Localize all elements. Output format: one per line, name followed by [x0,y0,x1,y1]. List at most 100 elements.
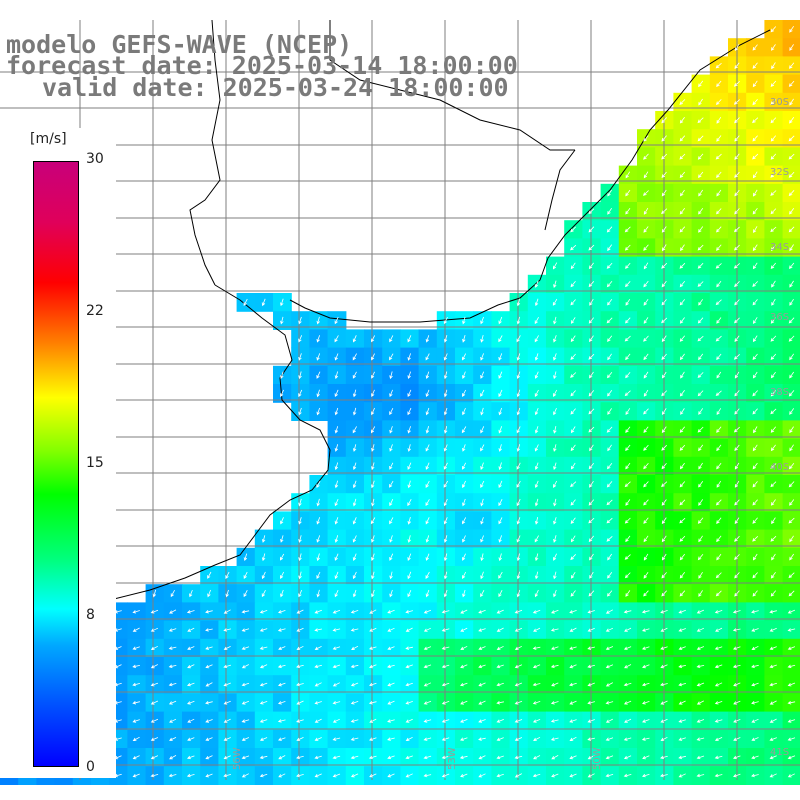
wind-cell [764,365,784,385]
wind-arrow [696,664,705,669]
wind-arrow [678,700,686,705]
wind-arrow [770,335,777,342]
wind-arrow [462,462,467,470]
wind-arrow [407,462,412,470]
wind-arrow [296,700,304,705]
wind-arrow [660,682,668,687]
coastline-segment [329,20,575,151]
wind-cell [637,274,656,294]
wind-cell [764,347,784,367]
wind-cell [673,183,693,203]
wind-arrow [480,553,484,562]
wind-arrow [514,773,522,778]
lon-label: 50W [592,747,603,770]
wind-arrow [150,645,158,650]
wind-arrow [625,317,631,324]
wind-arrow [425,335,430,343]
wind-arrow [734,444,740,452]
wind-arrow [714,773,723,778]
wind-cell [746,511,765,531]
wind-arrow [714,719,723,723]
wind-arrow [371,426,376,434]
wind-arrow [789,426,794,434]
wind-cell [618,456,638,476]
wind-arrow [316,316,320,325]
wind-cell [691,256,711,276]
wind-cell [709,475,729,494]
wind-arrow [679,481,686,488]
wind-arrow [660,736,668,741]
wind-cell [637,566,656,585]
wind-cell [691,202,711,221]
wind-arrow [716,517,722,524]
wind-arrow [298,535,302,543]
wind-arrow [261,571,266,580]
wind-arrow [516,335,521,343]
wind-arrow [787,773,795,778]
wind-arrow [588,390,595,397]
wind-cell [345,638,365,658]
wind-arrow [332,718,340,723]
wind-arrow [278,755,286,760]
wind-arrow [516,517,521,525]
wind-cell [600,347,620,367]
wind-arrow [259,719,268,723]
wind-arrow [553,553,557,561]
wind-arrow [624,390,631,397]
wind-cell [527,529,547,549]
coastline [0,19,771,621]
wind-cell [546,384,565,403]
wind-arrow [606,262,613,269]
wind-cell [400,620,420,640]
wind-arrow [350,773,359,778]
wind-cell [709,147,729,167]
wind-cell [236,584,256,603]
legend-tick-30: 30 [86,151,104,167]
wind-arrow [371,353,375,361]
wind-cell [637,365,656,385]
wind-arrow [606,590,613,597]
wind-arrow [769,700,777,705]
wind-arrow [678,646,686,650]
wind-arrow [498,590,503,598]
wind-arrow [443,371,448,380]
wind-arrow [623,682,632,687]
wind-cell [673,220,693,239]
wind-arrow [480,571,484,580]
wind-arrow [587,755,595,760]
wind-arrow [261,535,266,543]
wind-cell [764,384,784,403]
wind-arrow [733,773,741,778]
wind-arrow [678,737,686,741]
wind-arrow [150,773,159,778]
wind-arrow [532,664,541,669]
wind-cell [709,456,729,476]
wind-arrow [387,609,395,614]
wind-arrow [588,226,595,233]
wind-arrow [697,372,704,379]
wind-arrow [733,81,740,87]
wind-arrow [679,535,686,542]
wind-arrow [405,736,413,741]
wind-cell [309,675,329,694]
wind-arrow [514,737,523,741]
wind-arrow [679,153,686,160]
wind-arrow [516,316,521,325]
wind-arrow [661,517,667,525]
wind-arrow [716,480,722,488]
wind-arrow [732,628,741,632]
wind-arrow [589,371,594,379]
wind-arrow [205,701,213,705]
wind-arrow [498,426,503,434]
wind-cell [655,566,674,585]
wind-arrow [407,389,412,398]
wind-arrow [751,718,759,723]
wind-cell [673,147,693,167]
wind-arrow [150,755,159,760]
wind-arrow [770,26,777,33]
wind-cell [236,657,256,676]
wind-cell [618,183,638,203]
wind-arrow [607,189,612,197]
wind-arrow [553,353,557,361]
wind-cell [127,620,147,640]
